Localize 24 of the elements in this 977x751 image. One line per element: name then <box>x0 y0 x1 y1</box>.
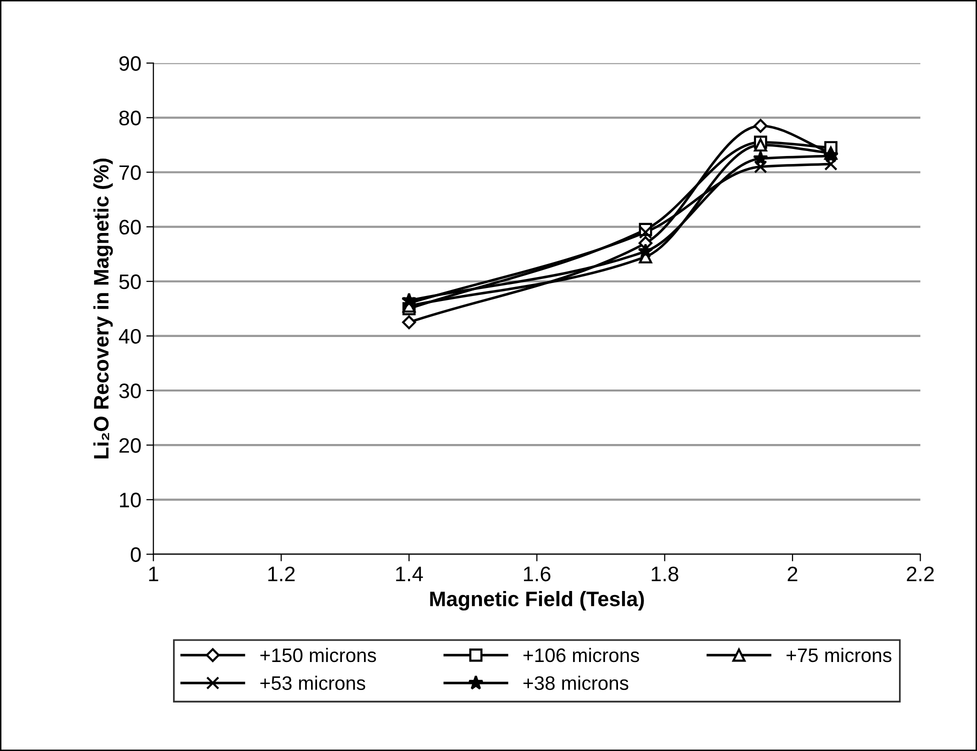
y-tick-label: 70 <box>119 165 141 180</box>
y-tick-label: 90 <box>119 56 141 71</box>
y-axis-title: Li₂O Recovery in Magnetic (%) <box>93 158 113 458</box>
y-tick-label: 0 <box>130 547 141 562</box>
x-tick-label: 2 <box>788 566 798 582</box>
y-tick-label: 40 <box>118 328 141 344</box>
x-tick-label: 1 <box>149 566 158 582</box>
y-tick-label: 50 <box>119 274 141 290</box>
legend-label: +106 microns <box>523 648 640 662</box>
y-tick-label: 20 <box>119 438 141 453</box>
y-tick-label: 30 <box>119 384 141 398</box>
x-tick-label: 1.6 <box>524 566 550 582</box>
legend-label: +53 microns <box>260 676 366 690</box>
x-tick-label: 1.4 <box>396 566 423 582</box>
legend-label: +150 microns <box>260 648 376 662</box>
x-tick-label: 1.8 <box>652 566 678 582</box>
x-tick-label: 2.2 <box>906 566 934 582</box>
y-tick-label: 60 <box>119 220 141 235</box>
x-tick-label: 1.2 <box>268 566 295 582</box>
y-tick-label: 80 <box>119 110 141 126</box>
legend-label: +75 microns <box>786 648 892 662</box>
legend-label: +38 microns <box>523 676 628 690</box>
y-tick-label: 10 <box>120 492 141 508</box>
x-axis-title: Magnetic Field (Tesla) <box>430 591 644 611</box>
